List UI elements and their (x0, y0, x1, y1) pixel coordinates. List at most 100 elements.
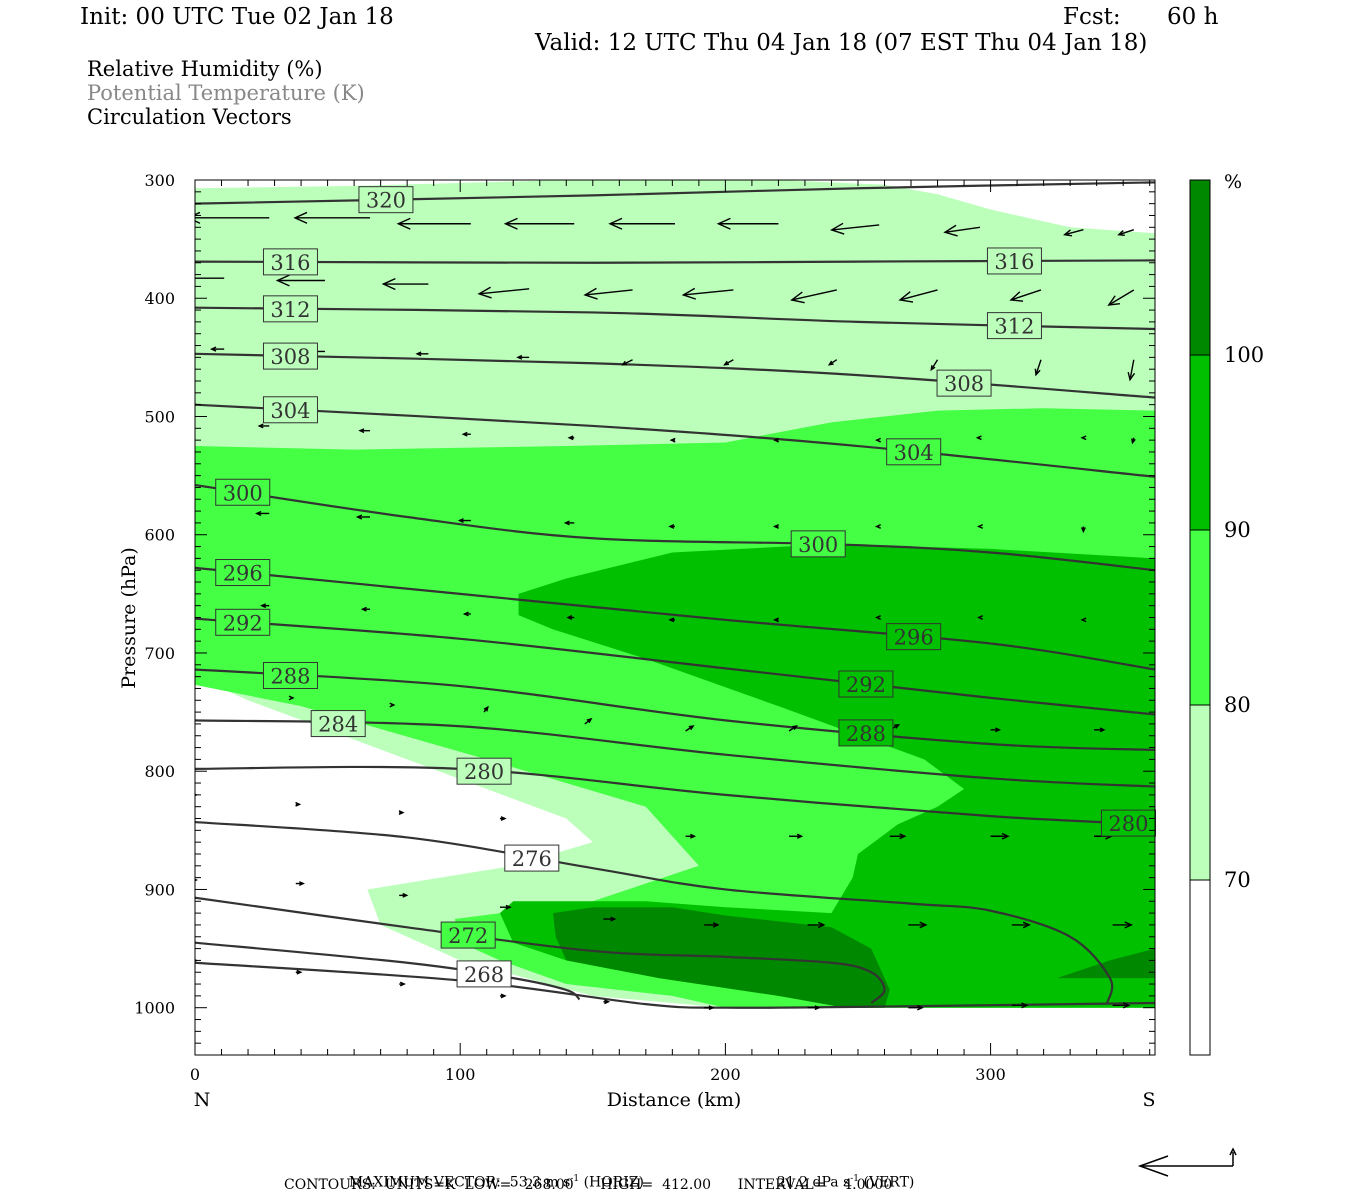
y-tick-label: 500 (144, 407, 175, 426)
vector-arrow (457, 518, 471, 523)
theta-contour-320 (195, 181, 1155, 205)
colorbar-level-label: 80 (1224, 693, 1251, 717)
vector-arrow (898, 289, 938, 303)
init-time: Init: 00 UTC Tue 02 Jan 18 (80, 4, 394, 30)
vector-arrow (889, 833, 907, 840)
vector-arrow (499, 904, 512, 910)
vector-arrow (685, 833, 697, 839)
vert-vector-value: 21.2 dPa s (776, 1174, 851, 1191)
theta-label-box-268 (456, 960, 512, 988)
y-tick-label: 1000 (134, 999, 175, 1018)
theta-label-272: 272 (448, 924, 488, 948)
colorbar-segment (1189, 179, 1211, 356)
vector-arrow (195, 878, 198, 882)
theta-label-288: 288 (846, 722, 886, 746)
theta-label-box-316 (986, 247, 1042, 275)
vector-arrow (1062, 228, 1084, 237)
vector-arrow (260, 603, 270, 609)
colorbar-level-label: 100 (1224, 343, 1264, 367)
vector-arrow (396, 217, 471, 230)
vector-arrow (1117, 228, 1135, 236)
vector-arrow (772, 437, 779, 443)
theta-contour-292 (195, 617, 1155, 716)
x-tick-label: 100 (445, 1065, 476, 1084)
colorbar-segment (1189, 354, 1211, 531)
vector-arrow (990, 832, 1010, 840)
vert-vector-exponent: -1 (850, 1174, 860, 1184)
theta-label-280: 280 (1108, 812, 1148, 836)
vector-arrow (567, 435, 575, 441)
x-axis-north-label: N (194, 1089, 211, 1111)
vector-arrow (1080, 435, 1087, 441)
theta-contour-276 (195, 820, 1114, 1004)
colorbar-level-label: 90 (1224, 518, 1251, 542)
theta-label-box-292 (838, 670, 894, 698)
theta-label-300: 300 (223, 481, 263, 505)
theta-label-box-312 (986, 312, 1042, 340)
vector-arrow (257, 423, 270, 429)
forecast-label: Fcst: (1063, 4, 1121, 30)
theta-label-304: 304 (894, 441, 934, 465)
vector-arrow (1080, 617, 1087, 623)
theta-label-box-292 (215, 608, 271, 636)
theta-label-box-300 (790, 530, 846, 558)
vector-arrow (788, 725, 798, 732)
vector-arrow (772, 524, 779, 529)
rh-region-90-2 (499, 544, 1155, 1008)
rh-region-100-4 (1056, 948, 1155, 979)
theta-label-304: 304 (270, 399, 310, 423)
reference-vertical-arrowhead (1229, 1147, 1237, 1156)
vector-arrow (563, 520, 575, 526)
vector-arrow (1131, 437, 1136, 445)
vector-arrow (1011, 1002, 1029, 1009)
theta-contour-308 (195, 352, 1155, 399)
y-axis-title: Pressure (hPa) (118, 547, 140, 689)
vector-arrow (1011, 921, 1032, 929)
vector-arrow (355, 514, 371, 520)
vector-arrow (462, 611, 471, 617)
theta-label-308: 308 (944, 372, 984, 396)
vector-layer (195, 211, 1136, 1011)
vector-arrow (295, 881, 305, 886)
vector-arrow (827, 359, 838, 366)
vector-arrow (807, 921, 826, 929)
theta-label-316: 316 (270, 251, 310, 275)
theta-label-box-288 (838, 719, 894, 747)
max-vector-label: MAXIMUM VECTOR: (348, 1174, 501, 1191)
vector-arrow (681, 287, 734, 300)
vector-arrow (499, 816, 507, 821)
vector-arrow (668, 617, 675, 623)
reference-horizontal-arrowhead (1137, 1155, 1169, 1177)
vector-arrow (477, 286, 530, 299)
vector-arrow (772, 617, 779, 623)
vector-arrow (1094, 727, 1106, 733)
rh-fill-layer (195, 180, 1155, 1008)
theta-label-box-276 (504, 844, 560, 872)
theta-label-296: 296 (223, 562, 263, 586)
theta-label-312: 312 (994, 315, 1034, 339)
footer-max-vector: MAXIMUM VECTOR: 53.3 m s-1 (HORIZ) (340, 1158, 644, 1191)
vector-arrow (195, 277, 225, 279)
vert-vector-tag: (VERT) (863, 1174, 915, 1191)
y-tick-label: 400 (144, 289, 175, 308)
vector-arrow (608, 217, 675, 230)
legend-circulation-vectors: Circulation Vectors (87, 105, 292, 129)
y-tick-label: 700 (144, 644, 175, 663)
valid-time: Valid: 12 UTC Thu 04 Jan 18 (07 EST Thu … (535, 30, 1148, 56)
y-tick-label: 600 (144, 526, 175, 545)
vector-arrow (415, 351, 429, 357)
vector-arrow (621, 359, 633, 366)
axes-layer: 300 400 500 600 700 800 900 1000 0 100 200 300 (134, 171, 1155, 1084)
vector-arrow (977, 524, 984, 529)
theta-label-288: 288 (270, 664, 310, 688)
vector-arrow (399, 892, 409, 898)
forecast-hour: 60 h (1167, 4, 1219, 30)
reference-vector (1137, 1147, 1237, 1177)
theta-label-308: 308 (270, 345, 310, 369)
vector-arrow (1107, 289, 1135, 306)
legend-potential-temperature: Potential Temperature (K) (87, 81, 365, 105)
horiz-vector-exponent: -1 (570, 1174, 580, 1184)
vector-arrow (295, 801, 302, 807)
vector-arrow (293, 211, 371, 224)
theta-label-276: 276 (512, 847, 552, 871)
